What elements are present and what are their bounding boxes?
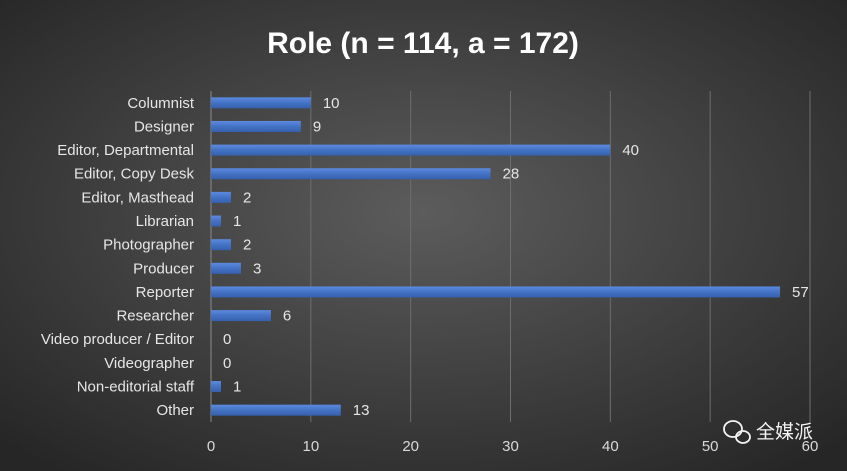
y-tick-label: Videographer bbox=[104, 355, 194, 372]
value-label: 40 bbox=[622, 142, 639, 159]
watermark-icon bbox=[723, 420, 743, 438]
x-tick-label: 50 bbox=[702, 438, 719, 455]
value-label: 57 bbox=[792, 284, 809, 301]
value-label: 0 bbox=[223, 331, 231, 348]
value-label: 0 bbox=[223, 355, 231, 372]
y-tick-label: Editor, Masthead bbox=[81, 189, 194, 206]
watermark-icon bbox=[735, 430, 751, 444]
y-tick-label: Video producer / Editor bbox=[41, 331, 194, 348]
bar bbox=[211, 168, 491, 180]
bar bbox=[211, 404, 341, 416]
bar bbox=[211, 215, 221, 227]
value-label: 13 bbox=[353, 402, 370, 419]
y-tick-label: Reporter bbox=[136, 284, 194, 301]
y-tick-label: Other bbox=[156, 402, 194, 419]
x-tick-label: 30 bbox=[502, 438, 519, 455]
y-tick-label: Photographer bbox=[103, 237, 194, 254]
y-tick-label: Non-editorial staff bbox=[77, 379, 195, 396]
value-label: 1 bbox=[233, 213, 241, 230]
value-label: 9 bbox=[313, 118, 321, 135]
bar bbox=[211, 97, 311, 109]
value-label: 2 bbox=[243, 189, 251, 206]
bar bbox=[211, 381, 221, 393]
value-label: 6 bbox=[283, 308, 291, 325]
y-tick-label: Librarian bbox=[136, 213, 194, 230]
value-label: 1 bbox=[233, 379, 241, 396]
value-label: 28 bbox=[503, 166, 520, 183]
bar bbox=[211, 262, 241, 274]
x-tick-label: 20 bbox=[402, 438, 419, 455]
y-tick-label: Researcher bbox=[116, 308, 194, 325]
watermark-text: 全媒派 bbox=[756, 421, 813, 443]
x-tick-label: 10 bbox=[302, 438, 319, 455]
y-tick-label: Columnist bbox=[127, 95, 195, 112]
x-tick-label: 0 bbox=[207, 438, 215, 455]
y-tick-label: Designer bbox=[134, 118, 194, 135]
y-tick-label: Editor, Copy Desk bbox=[74, 166, 195, 183]
watermark: 全媒派 bbox=[723, 420, 813, 444]
chart-title: Role (n = 114, a = 172) bbox=[267, 27, 579, 60]
bar bbox=[211, 286, 781, 298]
value-label: 10 bbox=[323, 95, 340, 112]
value-label: 2 bbox=[243, 237, 251, 254]
bar bbox=[211, 144, 611, 156]
x-tick-label: 40 bbox=[602, 438, 619, 455]
bar bbox=[211, 191, 231, 203]
value-label: 3 bbox=[253, 260, 261, 277]
y-tick-label: Producer bbox=[133, 260, 194, 277]
bar bbox=[211, 310, 271, 322]
bar bbox=[211, 120, 301, 132]
bar bbox=[211, 239, 231, 251]
y-tick-label: Editor, Departmental bbox=[57, 142, 194, 159]
x-tick-label: 60 bbox=[802, 438, 819, 455]
